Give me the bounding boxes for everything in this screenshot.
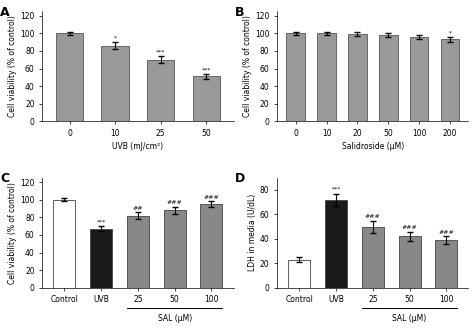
Text: ###: ###: [167, 200, 182, 206]
Bar: [410, 37, 428, 121]
Text: ###: ###: [438, 230, 454, 235]
Text: ###: ###: [204, 195, 219, 200]
Bar: [362, 227, 384, 288]
Text: A: A: [0, 6, 10, 19]
Bar: [164, 210, 186, 288]
Bar: [317, 33, 336, 121]
Text: ###: ###: [402, 225, 418, 230]
Bar: [201, 204, 222, 288]
Bar: [56, 33, 83, 121]
Y-axis label: Cell viability (% of control): Cell viability (% of control): [243, 16, 252, 117]
Bar: [379, 35, 398, 121]
Text: B: B: [235, 6, 245, 19]
Text: C: C: [0, 172, 9, 185]
Bar: [441, 40, 459, 121]
Y-axis label: Cell viability (% of control): Cell viability (% of control): [9, 16, 18, 117]
Bar: [348, 34, 367, 121]
Text: SAL (μM): SAL (μM): [157, 314, 192, 323]
Bar: [399, 236, 420, 288]
Bar: [147, 60, 174, 121]
Bar: [53, 200, 75, 288]
X-axis label: UVB (mJ/cm²): UVB (mJ/cm²): [112, 142, 164, 151]
Bar: [325, 200, 347, 288]
Bar: [101, 46, 129, 121]
Text: ***: ***: [96, 220, 106, 225]
Text: ***: ***: [331, 187, 341, 192]
Text: SAL (μM): SAL (μM): [392, 314, 427, 323]
Y-axis label: LDH in media (U/dL): LDH in media (U/dL): [248, 194, 257, 271]
Text: D: D: [235, 172, 246, 185]
Y-axis label: Cell viability (% of control): Cell viability (% of control): [9, 182, 18, 284]
Bar: [288, 260, 310, 288]
Bar: [286, 33, 305, 121]
Bar: [192, 77, 220, 121]
Text: ***: ***: [156, 50, 165, 55]
X-axis label: Salidroside (μM): Salidroside (μM): [342, 142, 404, 151]
Text: ##: ##: [133, 206, 143, 211]
Text: ***: ***: [201, 67, 211, 73]
Text: *: *: [114, 36, 117, 41]
Text: ###: ###: [365, 214, 381, 219]
Bar: [435, 240, 457, 288]
Text: *: *: [448, 31, 452, 36]
Bar: [127, 215, 149, 288]
Bar: [90, 229, 112, 288]
